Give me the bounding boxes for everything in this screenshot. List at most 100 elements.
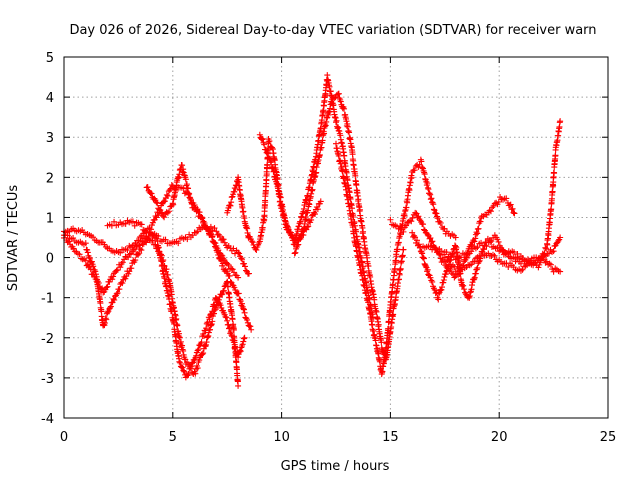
data-point xyxy=(373,308,380,315)
data-point xyxy=(420,254,427,261)
data-point xyxy=(400,246,407,253)
data-point xyxy=(200,350,207,357)
data-point xyxy=(353,182,360,189)
data-point xyxy=(208,310,215,317)
data-point xyxy=(297,218,304,225)
data-point xyxy=(424,266,431,273)
data-point xyxy=(489,204,496,211)
data-point xyxy=(248,238,255,245)
data-point xyxy=(399,252,406,259)
data-point xyxy=(116,286,123,293)
data-point xyxy=(321,130,328,137)
tick-labels: 0 5 10 15 20 25 -4 -3 -2 -1 0 1 2 3 4 5 xyxy=(41,51,616,445)
data-point xyxy=(432,244,439,251)
data-point xyxy=(104,309,111,316)
data-point xyxy=(452,234,459,241)
data-point xyxy=(158,209,165,216)
data-point xyxy=(427,274,434,281)
data-point xyxy=(152,241,159,248)
series-track-4 xyxy=(104,217,252,277)
y-axis-label: SDTVAR / TECUs xyxy=(6,185,21,292)
data-point xyxy=(229,316,236,323)
data-point xyxy=(161,214,168,221)
x-tick-label: 10 xyxy=(273,430,290,445)
data-point xyxy=(397,265,404,272)
data-point xyxy=(229,266,236,273)
data-point xyxy=(491,252,498,259)
data-point xyxy=(109,276,116,283)
data-point xyxy=(135,237,142,244)
data-point xyxy=(205,329,212,336)
data-point xyxy=(164,192,171,199)
data-point xyxy=(427,234,434,241)
series-track-1 xyxy=(61,232,242,389)
data-point xyxy=(223,314,230,321)
data-point xyxy=(222,313,229,320)
data-point xyxy=(425,271,432,278)
data-point xyxy=(433,210,440,217)
data-point xyxy=(555,237,562,244)
data-point xyxy=(276,193,283,200)
data-point xyxy=(441,273,448,280)
y-tick-label: 3 xyxy=(46,131,54,146)
data-point xyxy=(557,118,564,125)
data-point xyxy=(284,223,291,230)
data-point xyxy=(228,199,235,206)
data-point xyxy=(209,308,216,315)
data-point xyxy=(236,250,243,257)
data-point xyxy=(437,219,444,226)
y-tick-label: 2 xyxy=(46,171,54,186)
data-point xyxy=(395,276,402,283)
data-point xyxy=(208,322,215,329)
data-point xyxy=(511,210,518,217)
data-point xyxy=(143,239,150,246)
data-point xyxy=(215,231,222,238)
data-point xyxy=(261,141,268,148)
data-point xyxy=(506,202,513,209)
data-point xyxy=(428,195,435,202)
data-point xyxy=(356,244,363,251)
data-point xyxy=(219,291,226,298)
data-point xyxy=(159,262,166,269)
data-point xyxy=(517,260,524,267)
data-point xyxy=(207,326,214,333)
data-point xyxy=(228,265,235,272)
data-point xyxy=(486,207,493,214)
data-point xyxy=(305,223,312,230)
data-point xyxy=(283,222,290,229)
data-point xyxy=(547,261,554,268)
data-point xyxy=(126,268,133,275)
data-point xyxy=(174,322,181,329)
series-track-5 xyxy=(143,162,255,333)
data-point xyxy=(155,233,162,240)
data-point xyxy=(310,209,317,216)
data-point xyxy=(107,303,114,310)
data-point xyxy=(117,264,124,271)
data-point xyxy=(107,304,114,311)
data-point xyxy=(229,333,236,340)
data-point xyxy=(166,208,173,215)
data-point xyxy=(188,363,195,370)
x-tick-label: 15 xyxy=(382,430,399,445)
data-point xyxy=(427,196,434,203)
data-point xyxy=(153,199,160,206)
data-point xyxy=(175,240,182,247)
data-point xyxy=(144,184,151,191)
chart-title: Day 026 of 2026, Sidereal Day-to-day VTE… xyxy=(69,23,596,38)
data-point xyxy=(192,370,199,377)
series-track-13 xyxy=(441,250,564,275)
data-point xyxy=(385,325,392,332)
data-point xyxy=(474,230,481,237)
data-point xyxy=(277,194,284,201)
data-point xyxy=(427,242,434,249)
data-point xyxy=(337,98,344,105)
data-point xyxy=(179,162,186,169)
data-point xyxy=(474,244,481,251)
data-point xyxy=(436,218,443,225)
data-point xyxy=(461,286,468,293)
data-point xyxy=(113,290,120,297)
data-point xyxy=(403,204,410,211)
data-point xyxy=(132,257,139,264)
data-point xyxy=(136,242,143,249)
data-point xyxy=(314,206,321,213)
